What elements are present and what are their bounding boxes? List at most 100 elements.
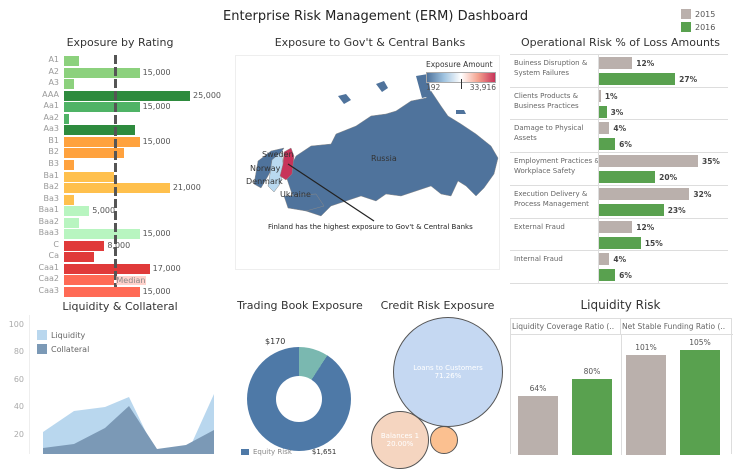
- rating-bar[interactable]: [64, 125, 135, 136]
- rating-bar[interactable]: [64, 67, 140, 78]
- rating-value: 15,000: [142, 287, 171, 296]
- op-risk-bar-2016[interactable]: [598, 138, 616, 151]
- bubble-loans[interactable]: Loans to Customers 71.26%: [393, 317, 503, 427]
- rating-label: AAA: [42, 89, 59, 99]
- rating-label: Aa1: [43, 101, 59, 111]
- rating-bar[interactable]: [64, 217, 80, 228]
- rating-label: A2: [48, 66, 59, 76]
- country-label-ukraine: Ukraine: [280, 190, 311, 199]
- page-title: Enterprise Risk Management (ERM) Dashboa…: [223, 9, 529, 24]
- rating-label: A3: [48, 78, 59, 88]
- trading-book-donut[interactable]: [247, 347, 351, 451]
- op-risk-bar-2016[interactable]: [598, 269, 616, 282]
- rating-label: A1: [48, 55, 59, 64]
- rating-value: 25,000: [193, 90, 221, 100]
- rating-label: Baa3: [38, 228, 59, 238]
- russia-shape: [285, 90, 499, 217]
- op-risk-value: 4%: [613, 255, 627, 265]
- rating-bar[interactable]: [64, 102, 140, 113]
- rating-bar[interactable]: [64, 136, 140, 147]
- rating-label: Ba3: [43, 193, 59, 203]
- op-risk-bar-2016[interactable]: [598, 171, 656, 184]
- area-legend: Liquidity Collateral: [37, 330, 89, 354]
- trading-legend: Equity Risk $1,651: [241, 448, 336, 456]
- op-risk-value: 27%: [679, 75, 698, 84]
- op-risk-bar-2015[interactable]: [598, 57, 633, 69]
- country-label-russia: Russia: [371, 154, 397, 163]
- rating-label: Baa1: [38, 205, 59, 215]
- op-risk-label: Employment Practices & Workplace Safety: [514, 157, 600, 176]
- gov-exposure-map[interactable]: Russia Sweden Norway Denmark Ukraine Fin…: [235, 55, 500, 270]
- bubble-small[interactable]: [430, 426, 458, 454]
- rating-value: 15,000: [142, 229, 171, 239]
- op-risk-value: 3%: [610, 107, 624, 117]
- rating-bar[interactable]: [64, 90, 190, 101]
- rating-bar[interactable]: [64, 263, 150, 274]
- exposure-by-rating-chart: A1 A2 15,000 A3 AAA 25,000 Aa1 15,000 Aa2 Aa3 B1 15…: [0, 0, 230, 297]
- rating-bar[interactable]: [64, 229, 140, 240]
- country-label-sweden: Sweden: [262, 150, 294, 159]
- op-risk-value: 4%: [613, 124, 627, 134]
- rating-bar[interactable]: [64, 113, 70, 124]
- finland-shape[interactable]: [279, 147, 295, 181]
- op-risk-value: 20%: [659, 173, 678, 183]
- legend-liquidity[interactable]: Liquidity: [37, 330, 89, 340]
- op-risk-label: Buiness Disruption & System Failures: [514, 59, 588, 77]
- op-risk-value: 12%: [636, 222, 655, 232]
- rating-bar[interactable]: [64, 240, 105, 251]
- rating-label: Baa2: [38, 216, 59, 226]
- op-risk-label: Clients Products & Business Practices: [514, 91, 579, 110]
- rating-label: Caa2: [38, 274, 59, 284]
- rating-bar[interactable]: [64, 287, 140, 297]
- median-label: Median: [116, 276, 146, 285]
- op-risk-bar-2015[interactable]: [598, 122, 610, 135]
- area-svg: [43, 394, 214, 454]
- rating-label: B1: [48, 135, 59, 145]
- rating-bar[interactable]: [64, 159, 75, 170]
- op-risk-value: 32%: [693, 189, 712, 199]
- op-risk-bar-2016[interactable]: [598, 105, 607, 118]
- op-risk-value: 23%: [667, 205, 686, 215]
- rating-bar[interactable]: [64, 79, 75, 90]
- legend-item-2015[interactable]: 2015: [681, 9, 715, 19]
- op-risk-bar-2016[interactable]: [598, 236, 641, 249]
- lcr-bar-2015[interactable]: [518, 396, 558, 455]
- rating-bar[interactable]: [64, 56, 80, 66]
- op-risk-bar-2015[interactable]: [598, 220, 633, 233]
- liquidity-risk-chart: Liquidity Coverage Ratio (.. Net Stable …: [510, 318, 733, 455]
- rating-bar[interactable]: [64, 148, 125, 159]
- gov-exposure-title: Exposure to Gov't & Central Banks: [274, 36, 466, 49]
- panel-header-nsfr: Net Stable Funding Ratio (..: [621, 319, 733, 335]
- legend-collateral[interactable]: Collateral: [37, 344, 89, 354]
- rating-bar[interactable]: [64, 171, 115, 182]
- op-risk-bar-2016[interactable]: [598, 73, 676, 85]
- rating-label: B3: [48, 158, 59, 168]
- exposure-color-legend: Exposure Amount 192 33,916: [426, 60, 496, 92]
- rating-bar[interactable]: [64, 252, 95, 263]
- op-risk-bar-2016[interactable]: [598, 203, 664, 216]
- nsfr-bar-2016[interactable]: [680, 350, 720, 455]
- operational-risk-title: Operational Risk % of Loss Amounts: [521, 36, 720, 49]
- op-risk-value: 35%: [702, 157, 720, 167]
- legend-item-2016[interactable]: 2016: [681, 22, 715, 32]
- rating-label: Caa1: [38, 262, 59, 272]
- op-risk-bar-2015[interactable]: [598, 187, 690, 200]
- rating-bar[interactable]: [64, 275, 115, 286]
- bubble-balances[interactable]: Balances 1 20.00%: [371, 411, 429, 469]
- op-risk-bar-2015[interactable]: [598, 155, 698, 168]
- nsfr-bar-2015[interactable]: [626, 355, 666, 455]
- rating-label: Ba1: [43, 170, 59, 180]
- liquidity-collateral-title: Liquidity & Collateral: [62, 300, 178, 313]
- rating-bar[interactable]: [64, 194, 75, 205]
- op-risk-value: 15%: [644, 238, 663, 248]
- map-annotation: Finland has the highest exposure to Gov'…: [268, 223, 473, 231]
- rating-label: Aa2: [43, 112, 59, 122]
- op-risk-label: External Fraud: [514, 222, 565, 231]
- op-risk-bar-2015[interactable]: [598, 89, 601, 102]
- op-risk-bar-2015[interactable]: [598, 253, 610, 266]
- rating-bar[interactable]: [64, 206, 90, 217]
- median-line: [114, 55, 118, 287]
- op-risk-value: 12%: [636, 59, 655, 68]
- lcr-bar-2016[interactable]: [572, 379, 612, 455]
- op-risk-value: 6%: [619, 140, 632, 150]
